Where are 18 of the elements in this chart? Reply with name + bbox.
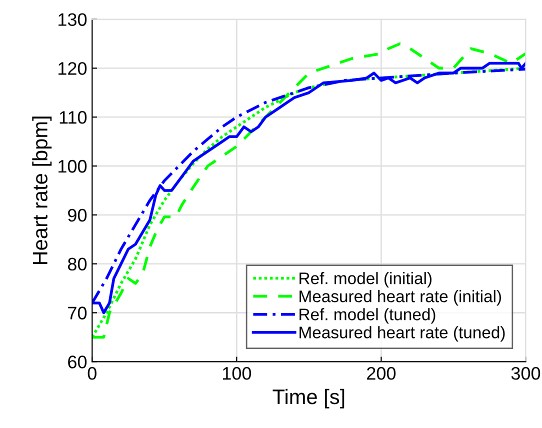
y-tick-label: 80 bbox=[68, 258, 87, 271]
x-axis-title: Time [s] bbox=[272, 388, 344, 408]
x-tick-label: 200 bbox=[367, 367, 396, 380]
x-tick-label: 300 bbox=[511, 367, 540, 380]
legend-label: Ref. model (initial) bbox=[300, 272, 432, 288]
y-tick-label: 60 bbox=[68, 356, 87, 368]
y-tick-label: 90 bbox=[68, 208, 87, 222]
y-tick-label: 120 bbox=[58, 62, 87, 75]
y-tick-label: 100 bbox=[58, 160, 87, 173]
x-tick-label: 100 bbox=[222, 367, 252, 380]
y-tick-label: 130 bbox=[58, 13, 87, 26]
legend-label: Measured heart rate (tuned) bbox=[300, 326, 505, 342]
y-tick-label: 70 bbox=[68, 306, 87, 320]
y-tick-label: 110 bbox=[60, 111, 87, 124]
legend-label: Ref. model (tuned) bbox=[300, 308, 436, 324]
x-tick-label: 0 bbox=[88, 367, 96, 380]
y-axis-title: Heart rate [bpm] bbox=[32, 116, 52, 264]
legend-label: Measured heart rate (initial) bbox=[300, 290, 501, 306]
